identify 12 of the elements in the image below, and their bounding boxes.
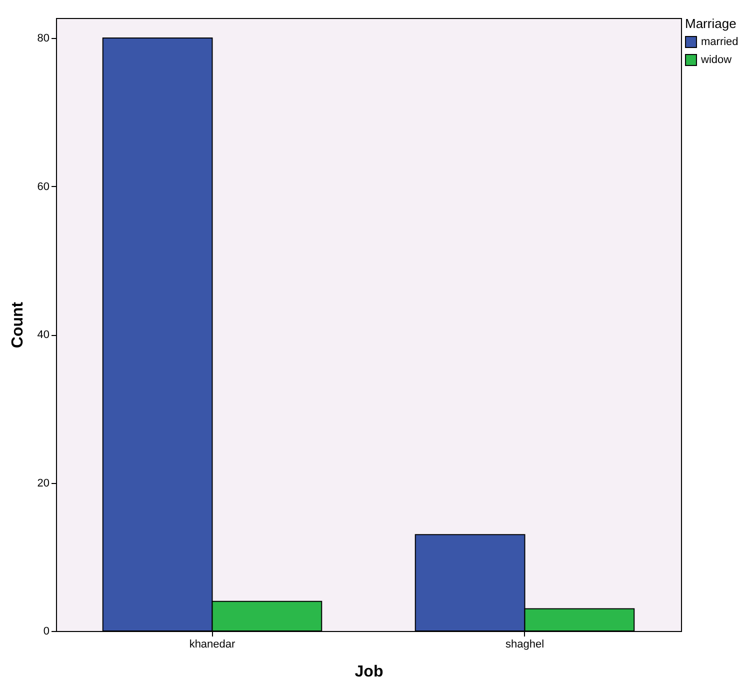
- x-tick-label: shaghel: [505, 638, 544, 650]
- y-tick-label: 60: [37, 180, 50, 193]
- x-tick-label: khanedar: [189, 638, 236, 650]
- legend-title: Marriage: [685, 16, 736, 31]
- x-axis-title: Job: [354, 664, 384, 680]
- y-axis-title: Count: [9, 301, 26, 348]
- y-tick-label: 0: [43, 626, 50, 638]
- y-tick-label: 20: [37, 477, 50, 490]
- legend-label: widow: [700, 54, 732, 66]
- legend-label: married: [701, 36, 738, 48]
- y-tick-label: 80: [37, 32, 50, 45]
- y-tick-label: 40: [37, 329, 50, 342]
